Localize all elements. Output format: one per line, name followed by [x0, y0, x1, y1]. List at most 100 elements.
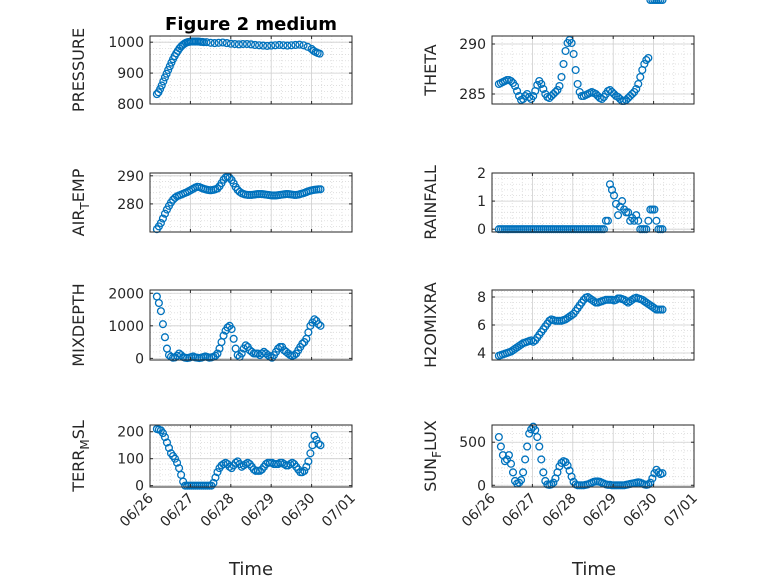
data-point — [159, 77, 168, 86]
data-point — [646, 478, 655, 487]
data-series — [494, 292, 667, 360]
data-point — [569, 49, 578, 59]
data-series — [152, 424, 325, 490]
tick-marks — [149, 36, 353, 105]
data-point — [179, 477, 188, 486]
y-axis-label: THETA — [421, 44, 440, 96]
data-point — [314, 439, 323, 448]
data-point — [160, 333, 169, 342]
data-point — [622, 95, 631, 105]
data-point — [225, 462, 234, 471]
data-point — [295, 40, 304, 49]
data-point — [156, 307, 165, 316]
data-point — [549, 89, 558, 99]
data-point — [545, 316, 554, 325]
plot-area — [150, 173, 352, 232]
data-point — [283, 41, 292, 50]
tick-marks — [491, 172, 695, 232]
data-point — [539, 468, 548, 477]
x-tick-label: 06/30 — [279, 491, 319, 531]
x-tick-label: 06/26 — [459, 490, 499, 530]
subplot-mixdepth: 0 1000 2000 MIXDEPTH — [69, 283, 353, 367]
axes-box — [149, 172, 353, 233]
data-point — [551, 87, 560, 97]
data-point — [156, 85, 165, 94]
data-point — [591, 89, 600, 99]
data-point — [156, 218, 165, 228]
data-point — [314, 320, 323, 329]
data-point — [506, 459, 516, 468]
data-point — [535, 442, 544, 451]
data-point — [561, 46, 570, 56]
data-point — [229, 334, 238, 343]
y-tick-label: 1 — [477, 194, 486, 210]
y-axis-label: TERRMSL — [69, 420, 92, 493]
data-point — [225, 173, 234, 182]
data-point — [242, 39, 252, 49]
data-point — [223, 323, 232, 332]
data-point — [173, 458, 182, 467]
data-point — [611, 295, 621, 304]
y-tick-label: 0 — [135, 479, 144, 495]
data-series — [152, 37, 324, 99]
axes-box — [149, 289, 353, 361]
y-axis-label: SUNFLUX — [421, 420, 444, 492]
tick-marks — [491, 290, 695, 360]
x-tick-label: 06/29 — [580, 491, 620, 531]
data-point — [279, 41, 288, 50]
data-point — [154, 298, 163, 308]
y-tick-label: 280 — [117, 197, 144, 213]
y-tick-label: 0 — [477, 478, 486, 494]
data-point — [304, 457, 313, 466]
data-point — [599, 225, 608, 234]
data-point — [589, 297, 598, 306]
data-point — [632, 84, 641, 94]
x-tick-label: 07/01 — [661, 491, 701, 531]
axes-box — [491, 35, 695, 105]
data-point — [170, 193, 180, 202]
data-point — [634, 216, 643, 225]
y-axis-label: MIXDEPTH — [69, 283, 88, 366]
data-point — [206, 38, 215, 47]
data-point — [640, 59, 649, 69]
data-point — [241, 341, 250, 350]
data-point — [233, 351, 242, 360]
data-point — [164, 443, 174, 452]
data-point — [263, 351, 273, 360]
subplot-pressure: 800 900 1000 PRESSURE — [69, 28, 353, 113]
tick-marks — [149, 173, 353, 232]
data-point — [547, 91, 556, 101]
x-tick-label: 06/27 — [499, 491, 539, 531]
data-point — [658, 225, 667, 234]
data-point — [618, 197, 627, 206]
data-point — [573, 79, 582, 89]
data-point — [230, 39, 239, 49]
major-grid — [491, 290, 695, 360]
data-point — [609, 191, 619, 200]
y-tick-label: 290 — [117, 169, 144, 185]
y-tick-label: 2 — [477, 166, 486, 182]
data-point — [559, 59, 568, 69]
plot-area — [492, 173, 694, 232]
data-point — [537, 79, 546, 89]
data-point — [504, 451, 514, 460]
data-point — [209, 478, 218, 488]
data-point — [213, 349, 222, 358]
x-tick-label: 07/01 — [319, 491, 359, 531]
y-tick-label: 4 — [477, 346, 486, 362]
tick-marks — [149, 425, 353, 487]
data-point — [165, 62, 174, 71]
data-point — [563, 461, 572, 470]
x-tick-label: 06/29 — [238, 491, 278, 531]
data-point — [626, 91, 635, 101]
data-point — [162, 438, 172, 447]
data-point — [302, 462, 311, 471]
y-tick-label: 285 — [459, 87, 486, 103]
data-point — [547, 480, 556, 489]
data-point — [211, 351, 220, 360]
subplot-rainfall: 0 1 2 RAINFALL — [421, 165, 695, 240]
data-point — [221, 458, 230, 467]
y-tick-label: 0 — [135, 351, 144, 367]
data-point — [160, 433, 169, 442]
